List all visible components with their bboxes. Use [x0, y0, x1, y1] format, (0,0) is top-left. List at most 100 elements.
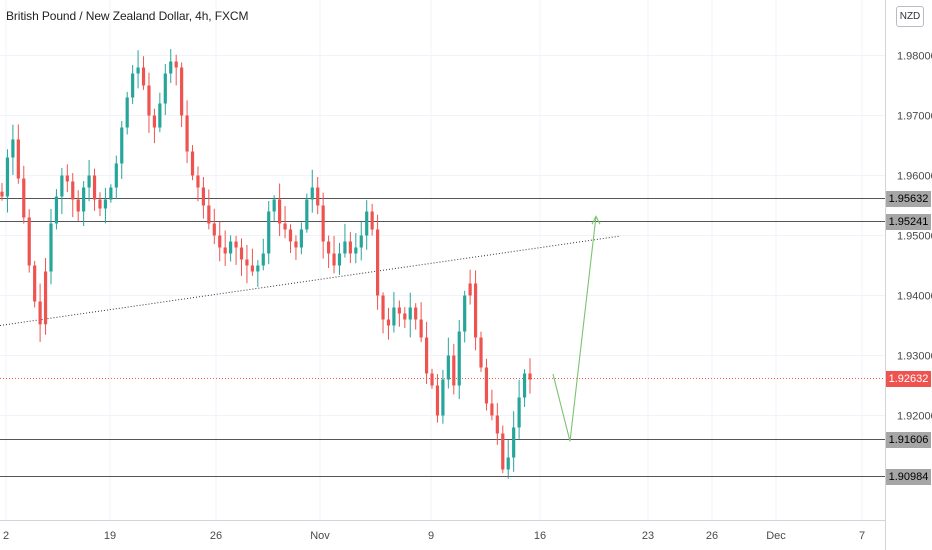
candle-up: [49, 208, 53, 285]
candle-up: [82, 181, 86, 226]
candle-down: [38, 283, 42, 343]
candle-down: [473, 270, 478, 351]
candle-up: [408, 292, 412, 338]
candle-up: [11, 124, 15, 175]
candle-up: [229, 235, 233, 262]
candle-down: [76, 190, 80, 221]
candle-down: [490, 389, 494, 421]
chart-grid: [0, 0, 885, 520]
candle-up: [305, 193, 309, 233]
candle-down: [234, 235, 238, 265]
candle-down: [332, 235, 336, 274]
projection-path[interactable]: [552, 215, 601, 442]
candle-down: [190, 145, 195, 181]
candle-up: [337, 242, 342, 275]
candle-up: [87, 159, 91, 202]
candle-down: [212, 208, 216, 245]
candle-down: [223, 230, 227, 266]
time-tick-label: 26: [210, 530, 222, 542]
candle-down: [501, 425, 505, 474]
candlestick-series: [0, 49, 532, 479]
level-price-label: 1.91606: [886, 431, 931, 448]
price-tick-label: 1.92000: [897, 411, 932, 423]
candle-up: [131, 64, 135, 104]
candle-up: [506, 440, 510, 479]
candle-up: [256, 260, 260, 287]
candle-down: [397, 300, 401, 327]
candle-up: [463, 290, 467, 343]
candle-down: [201, 176, 206, 219]
candle-down: [250, 248, 254, 276]
candle-down: [316, 177, 320, 215]
horizontal-levels[interactable]: [0, 198, 885, 477]
level-price-label: 1.95241: [886, 213, 931, 230]
candle-up: [5, 149, 10, 213]
candle-down: [495, 403, 499, 445]
time-tick-label: 7: [859, 530, 865, 542]
candle-down: [174, 54, 178, 86]
candle-down: [528, 358, 532, 394]
candle-down: [16, 124, 20, 184]
time-tick-label: 2: [3, 530, 9, 542]
trendline-segment: [0, 235, 621, 326]
candle-down: [65, 164, 69, 193]
time-tick-label: Nov: [310, 530, 330, 542]
candle-down: [245, 244, 249, 284]
candle-down: [218, 221, 222, 262]
candle-up: [169, 49, 173, 84]
candle-down: [239, 238, 244, 276]
candle-down: [381, 292, 385, 334]
candle-up: [299, 222, 303, 255]
candle-up: [60, 167, 64, 215]
candle-down: [375, 214, 380, 310]
currency-button[interactable]: NZD: [896, 6, 924, 27]
candle-down: [98, 192, 102, 217]
candle-down: [283, 206, 287, 239]
price-tick-label: 1.93000: [897, 351, 932, 363]
time-tick-label: 9: [428, 530, 434, 542]
candle-up: [136, 50, 140, 89]
candle-down: [185, 100, 189, 164]
candle-down: [468, 269, 472, 305]
time-tick-label: 26: [706, 530, 718, 542]
candle-down: [326, 235, 331, 269]
price-tick-label: 1.97000: [897, 111, 932, 123]
candle-up: [522, 369, 527, 407]
candle-up: [120, 120, 124, 180]
candle-down: [43, 258, 48, 335]
candle-down: [152, 108, 157, 144]
time-tick-label: Dec: [766, 530, 786, 542]
candle-up: [517, 379, 521, 439]
candle-down: [386, 307, 391, 340]
candle-down: [294, 235, 298, 260]
candle-down: [0, 182, 4, 201]
candle-up: [103, 187, 108, 224]
time-tick-label: 23: [642, 530, 654, 542]
candle-down: [435, 374, 440, 423]
candle-down: [92, 168, 97, 211]
candle-down: [424, 321, 429, 385]
level-price-label: 1.90984: [886, 468, 931, 485]
candle-down: [278, 183, 282, 237]
price-axis[interactable]: 1.98000 1.97000 1.96000 1.95000 1.94000 1.930…: [897, 51, 932, 423]
candle-down: [484, 358, 489, 411]
candle-up: [359, 221, 363, 261]
candle-down: [180, 62, 184, 128]
candle-down: [321, 192, 325, 259]
price-tick-label: 1.94000: [897, 291, 932, 303]
candle-down: [196, 166, 200, 202]
time-tick-label: 16: [534, 530, 546, 542]
candle-up: [310, 169, 314, 213]
candle-down: [33, 260, 37, 308]
time-axis[interactable]: 2 19 26 Nov 9 16 23 26 Dec 7: [3, 530, 865, 542]
candle-up: [354, 233, 358, 264]
candle-up: [392, 291, 396, 333]
candle-down: [430, 368, 434, 389]
projection-line: [552, 216, 597, 442]
price-tick-label: 1.98000: [897, 51, 932, 63]
trendline[interactable]: [0, 235, 621, 326]
candle-down: [479, 331, 483, 372]
price-tick-label: 1.96000: [897, 171, 932, 183]
level-price-label: 1.95632: [886, 190, 931, 207]
